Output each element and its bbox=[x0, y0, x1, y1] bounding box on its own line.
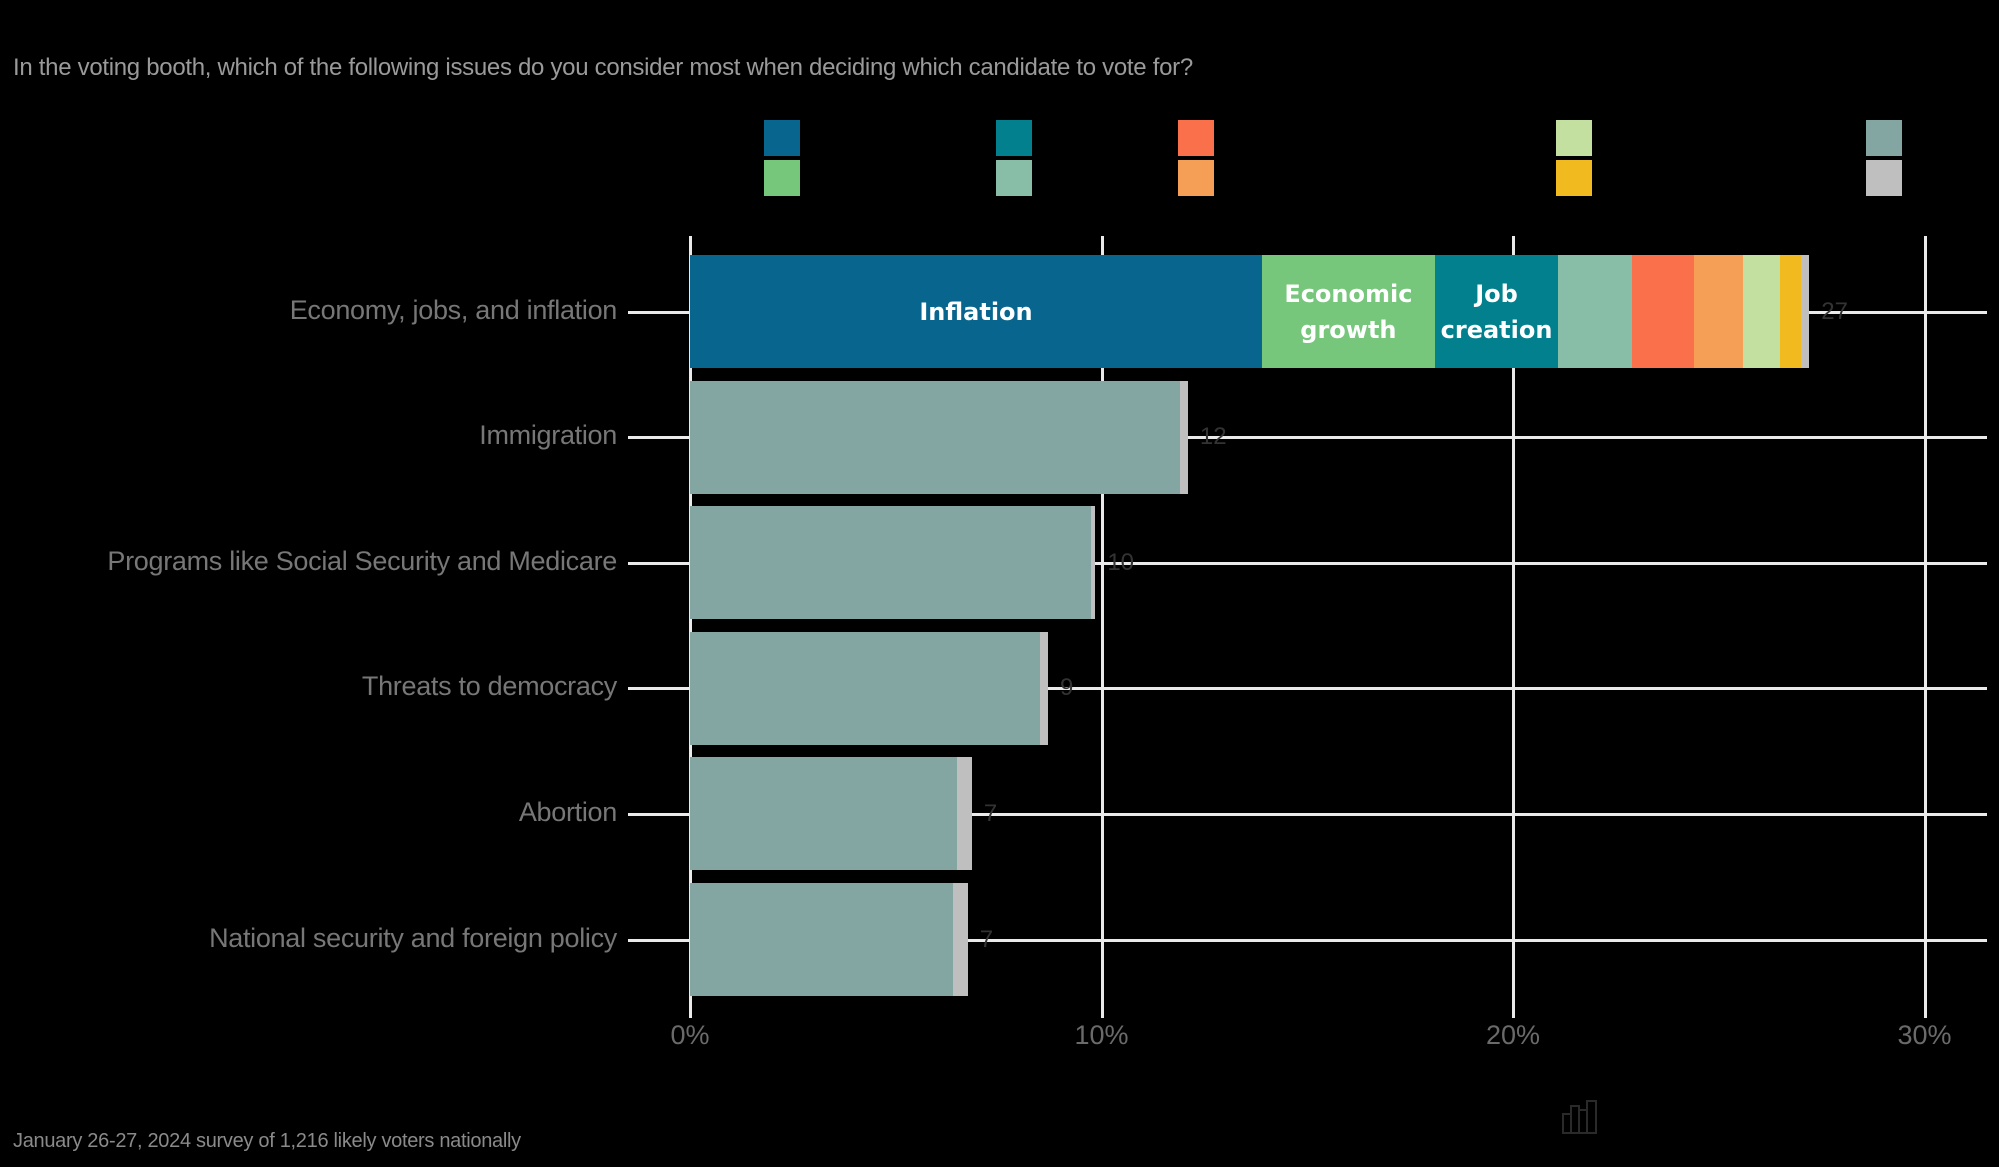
legend-swatch[interactable] bbox=[996, 120, 1032, 156]
gridline-vertical bbox=[1923, 236, 1927, 1018]
gridline-horizontal bbox=[628, 812, 1987, 816]
legend-swatch[interactable] bbox=[1866, 120, 1902, 156]
bar-segment[interactable] bbox=[1743, 255, 1781, 368]
category-label: Threats to democracy bbox=[361, 671, 617, 702]
gridline-horizontal bbox=[628, 687, 1987, 691]
bar-segment[interactable] bbox=[1179, 380, 1188, 494]
bar-segment[interactable]: Economic growth bbox=[1261, 255, 1435, 368]
stacked-bar[interactable] bbox=[690, 883, 968, 996]
bar-segment[interactable] bbox=[690, 506, 1092, 620]
category-label: Programs like Social Security and Medica… bbox=[107, 545, 617, 576]
gridline-vertical bbox=[1100, 236, 1104, 1018]
chart-title: In the voting booth, which of the follow… bbox=[13, 54, 1193, 81]
stacked-bar[interactable] bbox=[690, 631, 1048, 745]
gridline-vertical bbox=[1512, 236, 1515, 1018]
bar-segment[interactable] bbox=[1694, 255, 1744, 368]
gridline-horizontal bbox=[628, 938, 1987, 942]
value-label: 7 bbox=[979, 925, 994, 953]
legend-swatch[interactable] bbox=[1556, 160, 1592, 196]
bar-segment[interactable] bbox=[1801, 255, 1810, 368]
bar-segment[interactable] bbox=[953, 883, 968, 996]
gridline-horizontal bbox=[628, 561, 1987, 565]
legend-swatch[interactable] bbox=[764, 160, 800, 196]
bar-segment[interactable] bbox=[1632, 255, 1695, 368]
bar-segment[interactable] bbox=[690, 380, 1180, 494]
value-label: 12 bbox=[1199, 423, 1227, 451]
legend-swatch[interactable] bbox=[996, 160, 1032, 196]
legend-swatch[interactable] bbox=[764, 120, 800, 156]
bar-segment[interactable]: Job creation bbox=[1434, 255, 1559, 368]
bar-segment[interactable] bbox=[690, 631, 1040, 745]
legend-swatch[interactable] bbox=[1866, 160, 1902, 196]
x-tick-label: 10% bbox=[1074, 1020, 1129, 1050]
bar-segment[interactable] bbox=[690, 883, 954, 996]
value-label: 10 bbox=[1107, 548, 1135, 576]
footer-note: January 26-27, 2024 survey of 1,216 like… bbox=[13, 1130, 521, 1152]
value-label: 9 bbox=[1060, 674, 1074, 702]
category-label: National security and foreign policy bbox=[209, 922, 617, 953]
gridline-horizontal bbox=[628, 436, 1987, 440]
legend-swatch[interactable] bbox=[1178, 120, 1214, 156]
bar-segment[interactable] bbox=[1558, 255, 1633, 368]
gridline-vertical bbox=[689, 236, 692, 1018]
legend-swatch[interactable] bbox=[1556, 120, 1592, 156]
stacked-bar[interactable]: Inflation Economic growth Job creation bbox=[690, 255, 1810, 368]
stacked-bar[interactable] bbox=[690, 506, 1096, 620]
x-tick-label: 20% bbox=[1485, 1020, 1541, 1050]
value-label: 7 bbox=[983, 799, 998, 827]
value-label: 27 bbox=[1821, 297, 1848, 325]
bar-segment[interactable] bbox=[1091, 506, 1096, 620]
category-label: Economy, jobs, and inflation bbox=[289, 294, 618, 325]
bar-segment[interactable] bbox=[957, 757, 972, 871]
bar-segment[interactable] bbox=[690, 757, 958, 871]
legend-swatch[interactable] bbox=[1178, 160, 1214, 196]
x-tick-label: 0% bbox=[670, 1020, 710, 1050]
stacked-bar[interactable] bbox=[690, 757, 972, 871]
bar-segment[interactable] bbox=[1780, 255, 1801, 368]
bar-segment[interactable]: Inflation bbox=[690, 255, 1262, 368]
x-tick-label: 30% bbox=[1897, 1020, 1952, 1050]
bar-segment[interactable] bbox=[1039, 631, 1048, 745]
bar-chart-icon[interactable] bbox=[1562, 1100, 1598, 1139]
category-label: Abortion bbox=[518, 796, 617, 827]
stacked-bar[interactable] bbox=[690, 380, 1188, 494]
category-label: Immigration bbox=[479, 420, 617, 451]
